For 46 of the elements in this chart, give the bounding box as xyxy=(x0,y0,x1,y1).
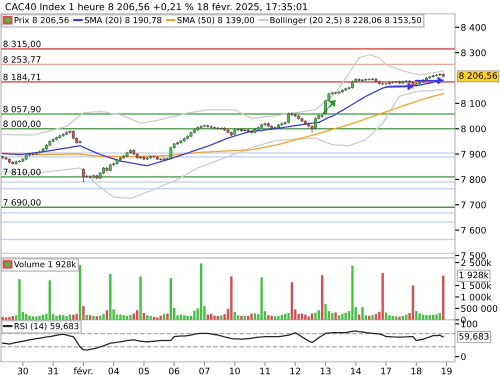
x-tick-label: 17 xyxy=(381,368,392,374)
y-tick-label: 8 300 xyxy=(461,49,486,56)
legend-label: SMA (20) 8 190,78 xyxy=(84,16,162,24)
legend-label: SMA (50) 8 139,00 xyxy=(177,16,254,24)
y-tick-label: 500 000 xyxy=(461,305,498,312)
x-tick-label: 06 xyxy=(169,368,180,374)
y-tick-label: 8 100 xyxy=(461,100,486,107)
legend-label: Prix 8 206,56 xyxy=(14,16,69,24)
legend-label: RSI (14) 59,683 xyxy=(14,322,78,330)
ref-line-label: 8 315,00 xyxy=(3,40,41,48)
legend-label: Volume 1 928k xyxy=(14,260,76,268)
chart-title: CAC40 Index 1 heure 8 206,56 +0,21 % 18 févr. 2025, 17:35:01 xyxy=(6,2,308,12)
ref-line-label: 8 184,71 xyxy=(3,74,40,82)
x-tick-label: 07 xyxy=(199,368,210,374)
x-tick-label: 31 xyxy=(48,368,58,374)
x-tick-label: 10 xyxy=(230,368,240,374)
x-tick-label: 19 xyxy=(442,368,452,374)
text: 1 928k xyxy=(460,271,489,278)
y-tick-label: 7 800 xyxy=(461,176,486,183)
y-tick-label: 1 500k xyxy=(462,282,492,290)
x-tick-label: 04 xyxy=(108,368,119,374)
y-tick-label: 2 500k xyxy=(461,259,492,266)
text: 59,683 xyxy=(459,332,489,340)
y-tick-label: 1 000k xyxy=(462,294,492,301)
ref-line-label: 8 057,90 xyxy=(3,106,41,114)
ref-line-label: 8 000,00 xyxy=(3,120,41,128)
y-tick-label: 7 900 xyxy=(461,150,486,158)
y-tick-label: 0 xyxy=(461,353,466,360)
x-tick-label: 14 xyxy=(351,368,362,374)
x-tick-label: 18 xyxy=(412,368,422,374)
ref-line-label: 8 253,77 xyxy=(3,56,40,64)
y-tick-label: 8 400 xyxy=(461,24,486,31)
x-tick-label: févr. xyxy=(74,367,92,374)
x-tick-label: 13 xyxy=(320,368,331,374)
legend-label: Bollinger (20 2,5) 8 228,06 8 153,50 xyxy=(270,16,422,25)
y-tick-label: 7 600 xyxy=(461,226,486,234)
ref-line-label: 7 810,00 xyxy=(4,168,41,176)
y-tick-label: 8 000 xyxy=(461,125,486,132)
x-tick-label: 12 xyxy=(290,368,300,374)
x-tick-label: 05 xyxy=(138,368,149,374)
ref-line-label: 7 690,00 xyxy=(4,199,41,207)
y-tick-label: 7 500 xyxy=(461,252,486,260)
x-tick-label: 11 xyxy=(260,368,270,374)
x-tick-label: 30 xyxy=(18,368,28,374)
y-tick-label: 7 700 xyxy=(461,201,486,208)
text: 8 206,56 xyxy=(459,72,498,80)
